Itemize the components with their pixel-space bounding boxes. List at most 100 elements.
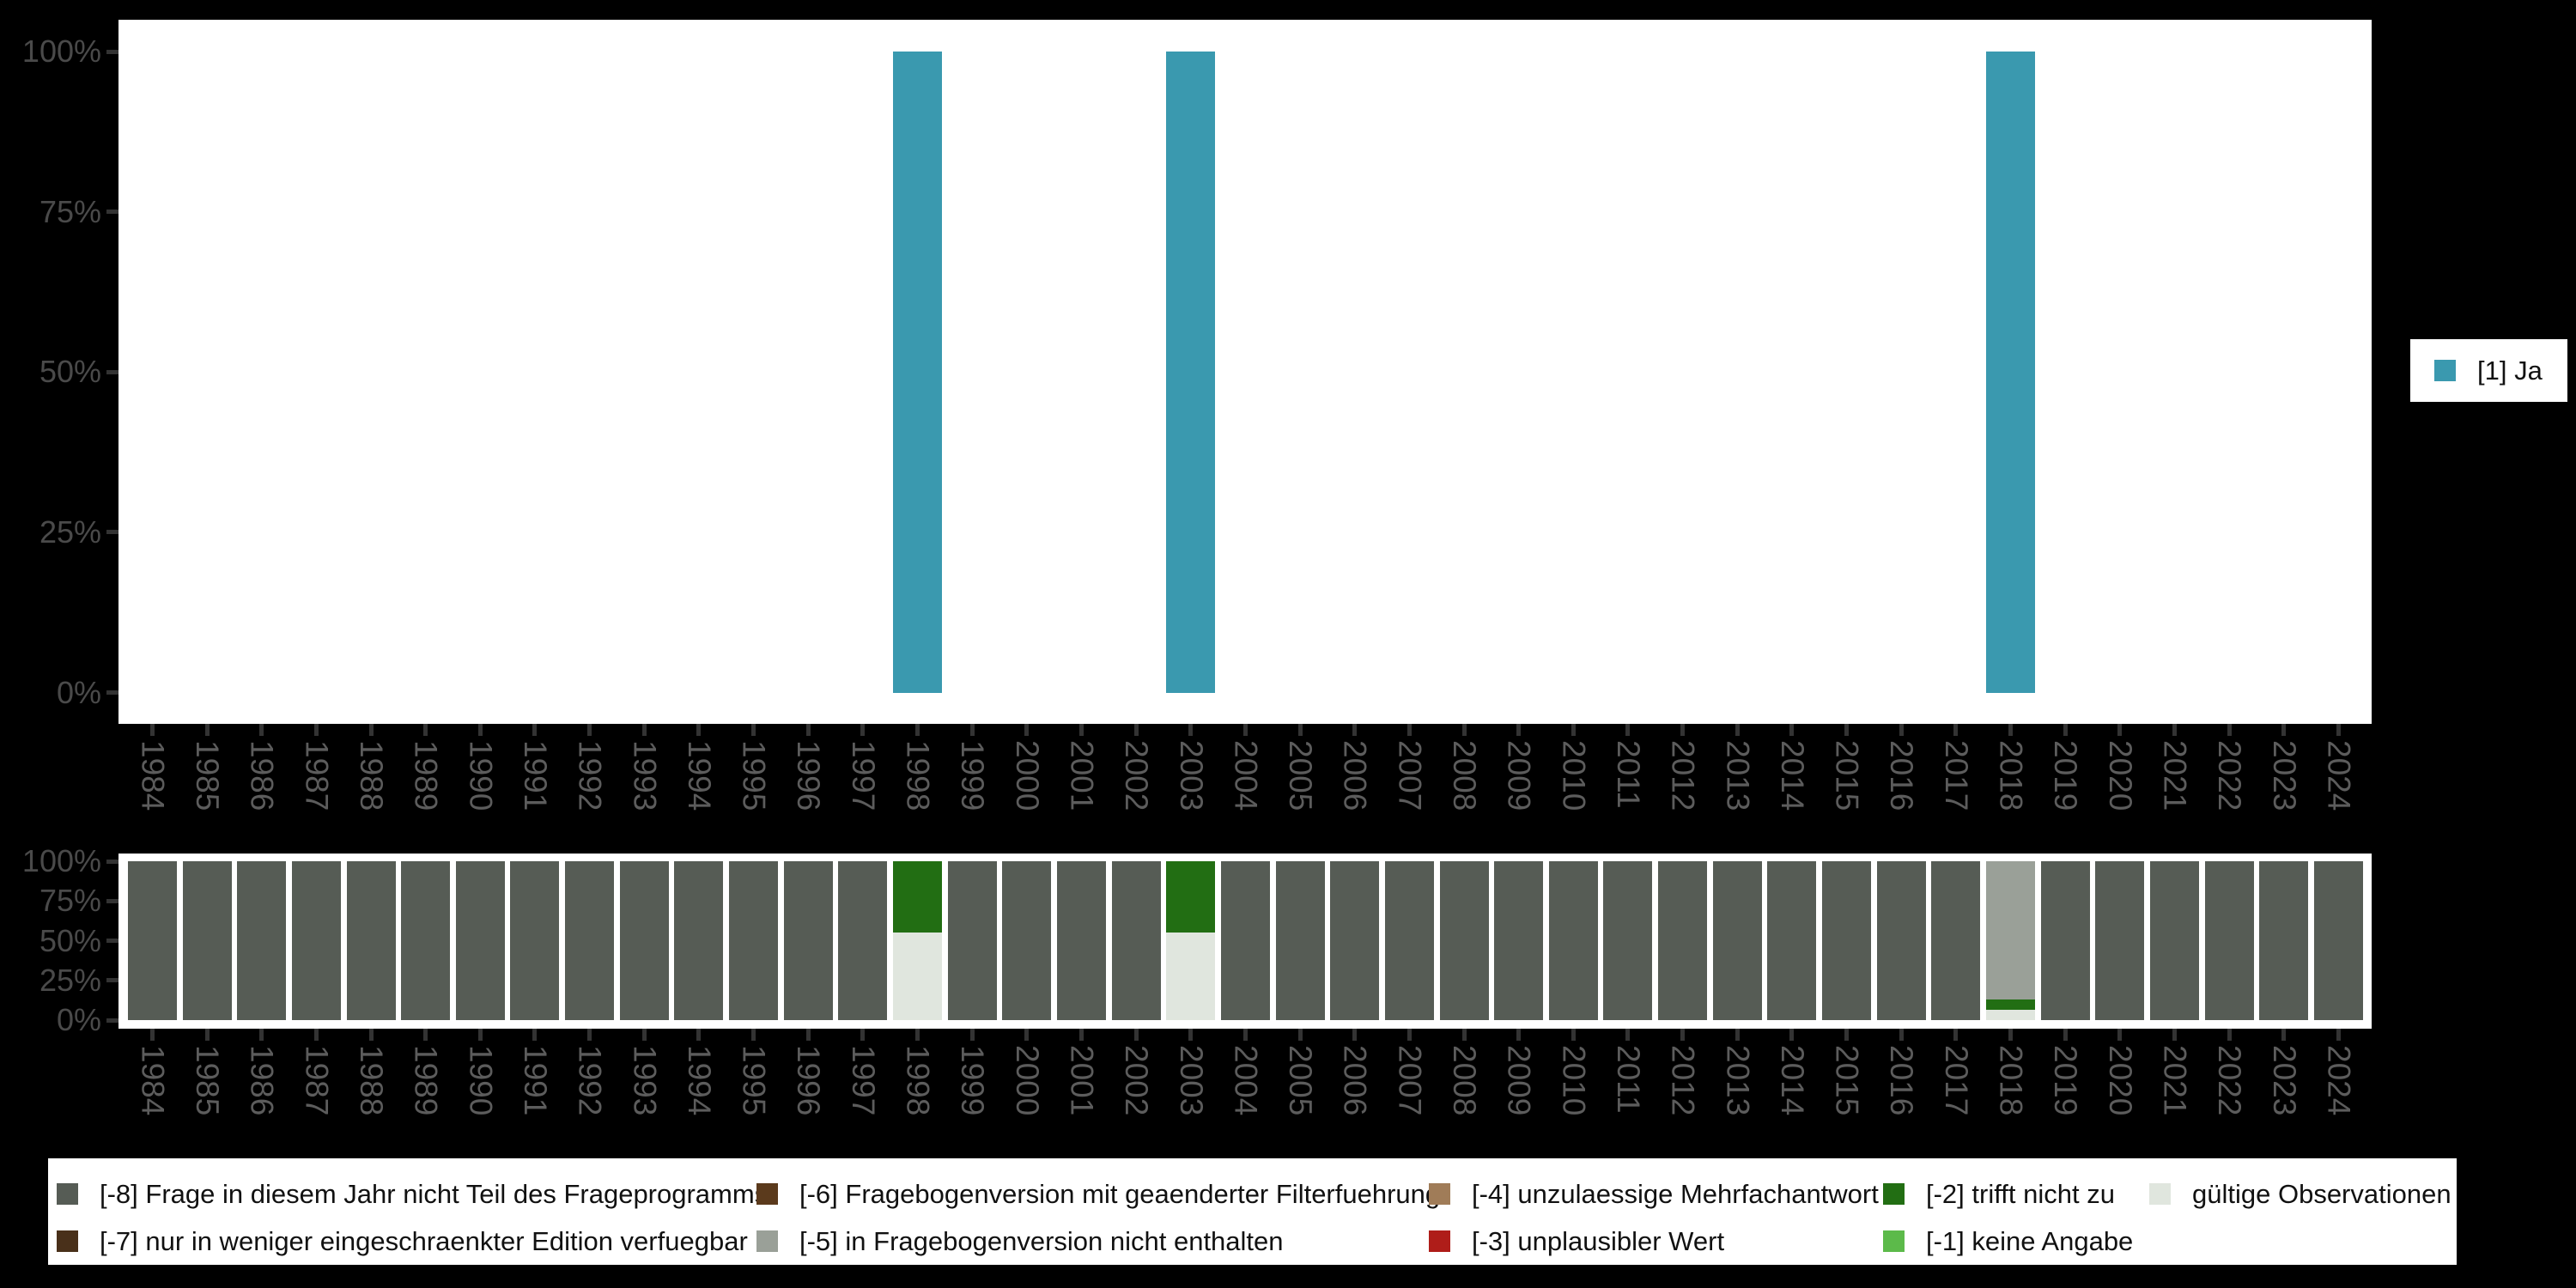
x-tick-label: 2018 [1993, 740, 2029, 811]
x-axis-tick [2063, 1029, 2068, 1041]
x-tick-label: 1992 [572, 740, 608, 811]
stack-segment-1992--8 [565, 861, 615, 1020]
x-axis-tick [1680, 724, 1686, 736]
x-tick-label: 2017 [1938, 1045, 1974, 1116]
x-tick-label: 1993 [627, 740, 663, 811]
x-axis-tick [1625, 724, 1631, 736]
stack-segment-2018--5 [1986, 861, 2035, 999]
x-axis-tick [1024, 724, 1030, 736]
x-tick-label: 2010 [1556, 740, 1592, 811]
x-axis-tick [1735, 1029, 1740, 1041]
x-axis-tick [204, 724, 210, 736]
x-axis-tick [641, 1029, 647, 1041]
stack-segment-2018-valid [1986, 1009, 2035, 1020]
y-axis-tick [106, 939, 118, 943]
x-axis-tick [969, 724, 975, 736]
stack-segment-2014--8 [1767, 861, 1817, 1020]
x-axis-tick [1188, 1029, 1194, 1041]
x-tick-label: 2000 [1009, 740, 1045, 811]
x-tick-label: 1999 [955, 1045, 991, 1116]
x-tick-label: 2000 [1009, 1045, 1045, 1116]
stack-segment-2010--8 [1548, 861, 1598, 1020]
x-tick-label: 1987 [299, 1045, 335, 1116]
stack-segment-1997--8 [838, 861, 888, 1020]
stack-segment-1990--8 [455, 861, 505, 1020]
x-axis-tick [368, 1029, 374, 1041]
y-axis-tick [106, 859, 118, 864]
x-axis-tick [1133, 1029, 1139, 1041]
x-tick-label: 1985 [190, 1045, 226, 1116]
legend-swatch-ja [2434, 360, 2456, 381]
x-axis-tick [1953, 724, 1959, 736]
stack-segment-2004--8 [1220, 861, 1270, 1020]
x-tick-label: 2023 [2266, 740, 2302, 811]
x-axis-tick [1352, 1029, 1358, 1041]
x-tick-label: 2019 [2048, 740, 2084, 811]
x-axis-tick [2336, 1029, 2341, 1041]
x-tick-label: 2016 [1884, 1045, 1920, 1116]
y-tick-label: 100% [21, 843, 101, 878]
stack-segment-2017--8 [1931, 861, 1981, 1020]
stack-segment-1999--8 [947, 861, 997, 1020]
x-axis-tick [915, 1029, 920, 1041]
x-axis-tick [969, 1029, 975, 1041]
x-axis-tick [423, 724, 428, 736]
x-axis-tick [1516, 724, 1522, 736]
legend-swatch--6 [756, 1183, 778, 1205]
x-axis-tick [1516, 1029, 1522, 1041]
x-tick-label: 2004 [1228, 1045, 1264, 1116]
x-tick-label: 2008 [1447, 740, 1482, 811]
x-tick-label: 2017 [1938, 740, 1974, 811]
top-chart-plot-area [118, 20, 2372, 724]
x-tick-label: 2001 [1064, 1045, 1100, 1116]
x-axis-tick [1188, 724, 1194, 736]
x-axis-tick [2227, 724, 2232, 736]
x-axis-tick [149, 724, 155, 736]
x-tick-label: 1989 [408, 740, 444, 811]
x-axis-tick [860, 724, 866, 736]
x-axis-tick [2281, 724, 2287, 736]
x-tick-label: 1991 [517, 1045, 553, 1116]
x-tick-label: 1998 [900, 1045, 936, 1116]
top-chart-legend: [1] Ja [2410, 339, 2567, 402]
legend-swatch--8 [57, 1183, 78, 1205]
x-tick-label: 1987 [299, 740, 335, 811]
x-axis-tick [1735, 724, 1740, 736]
x-tick-label: 2012 [1665, 740, 1701, 811]
x-tick-label: 2002 [1119, 740, 1155, 811]
x-axis-tick [1844, 724, 1850, 736]
stack-segment-1989--8 [401, 861, 451, 1020]
y-axis-tick [106, 530, 118, 535]
x-tick-label: 1999 [955, 740, 991, 811]
x-axis-tick [313, 1029, 319, 1041]
legend-label--7: [-7] nur in weniger eingeschraenkter Edi… [100, 1226, 748, 1256]
legend-swatch--2 [1883, 1183, 1905, 1205]
x-tick-label: 1990 [463, 740, 499, 811]
legend-label--2: [-2] trifft nicht zu [1926, 1179, 2115, 1209]
x-tick-label: 1996 [791, 740, 827, 811]
x-tick-label: 2002 [1119, 1045, 1155, 1116]
stack-segment-2003--2 [1166, 861, 1216, 933]
x-tick-label: 2009 [1501, 740, 1537, 811]
stack-segment-2001--8 [1056, 861, 1106, 1020]
x-tick-label: 1989 [408, 1045, 444, 1116]
x-tick-label: 1988 [354, 740, 389, 811]
x-axis-tick [1078, 1029, 1084, 1041]
stack-segment-1994--8 [674, 861, 724, 1020]
x-tick-label: 2024 [2321, 1045, 2357, 1116]
stack-segment-2023--8 [2259, 861, 2309, 1020]
x-tick-label: 1990 [463, 1045, 499, 1116]
stack-segment-1986--8 [237, 861, 287, 1020]
x-tick-label: 1998 [900, 740, 936, 811]
x-axis-tick [860, 1029, 866, 1041]
x-tick-label: 2003 [1173, 740, 1209, 811]
stack-segment-2019--8 [2040, 861, 2090, 1020]
stack-segment-2006--8 [1330, 861, 1380, 1020]
x-axis-tick [1899, 1029, 1904, 1041]
x-axis-tick [313, 724, 319, 736]
legend-label--3: [-3] unplausibler Wert [1472, 1226, 1725, 1256]
stack-segment-1987--8 [291, 861, 341, 1020]
x-tick-label: 2004 [1228, 740, 1264, 811]
x-axis-tick [2063, 724, 2068, 736]
